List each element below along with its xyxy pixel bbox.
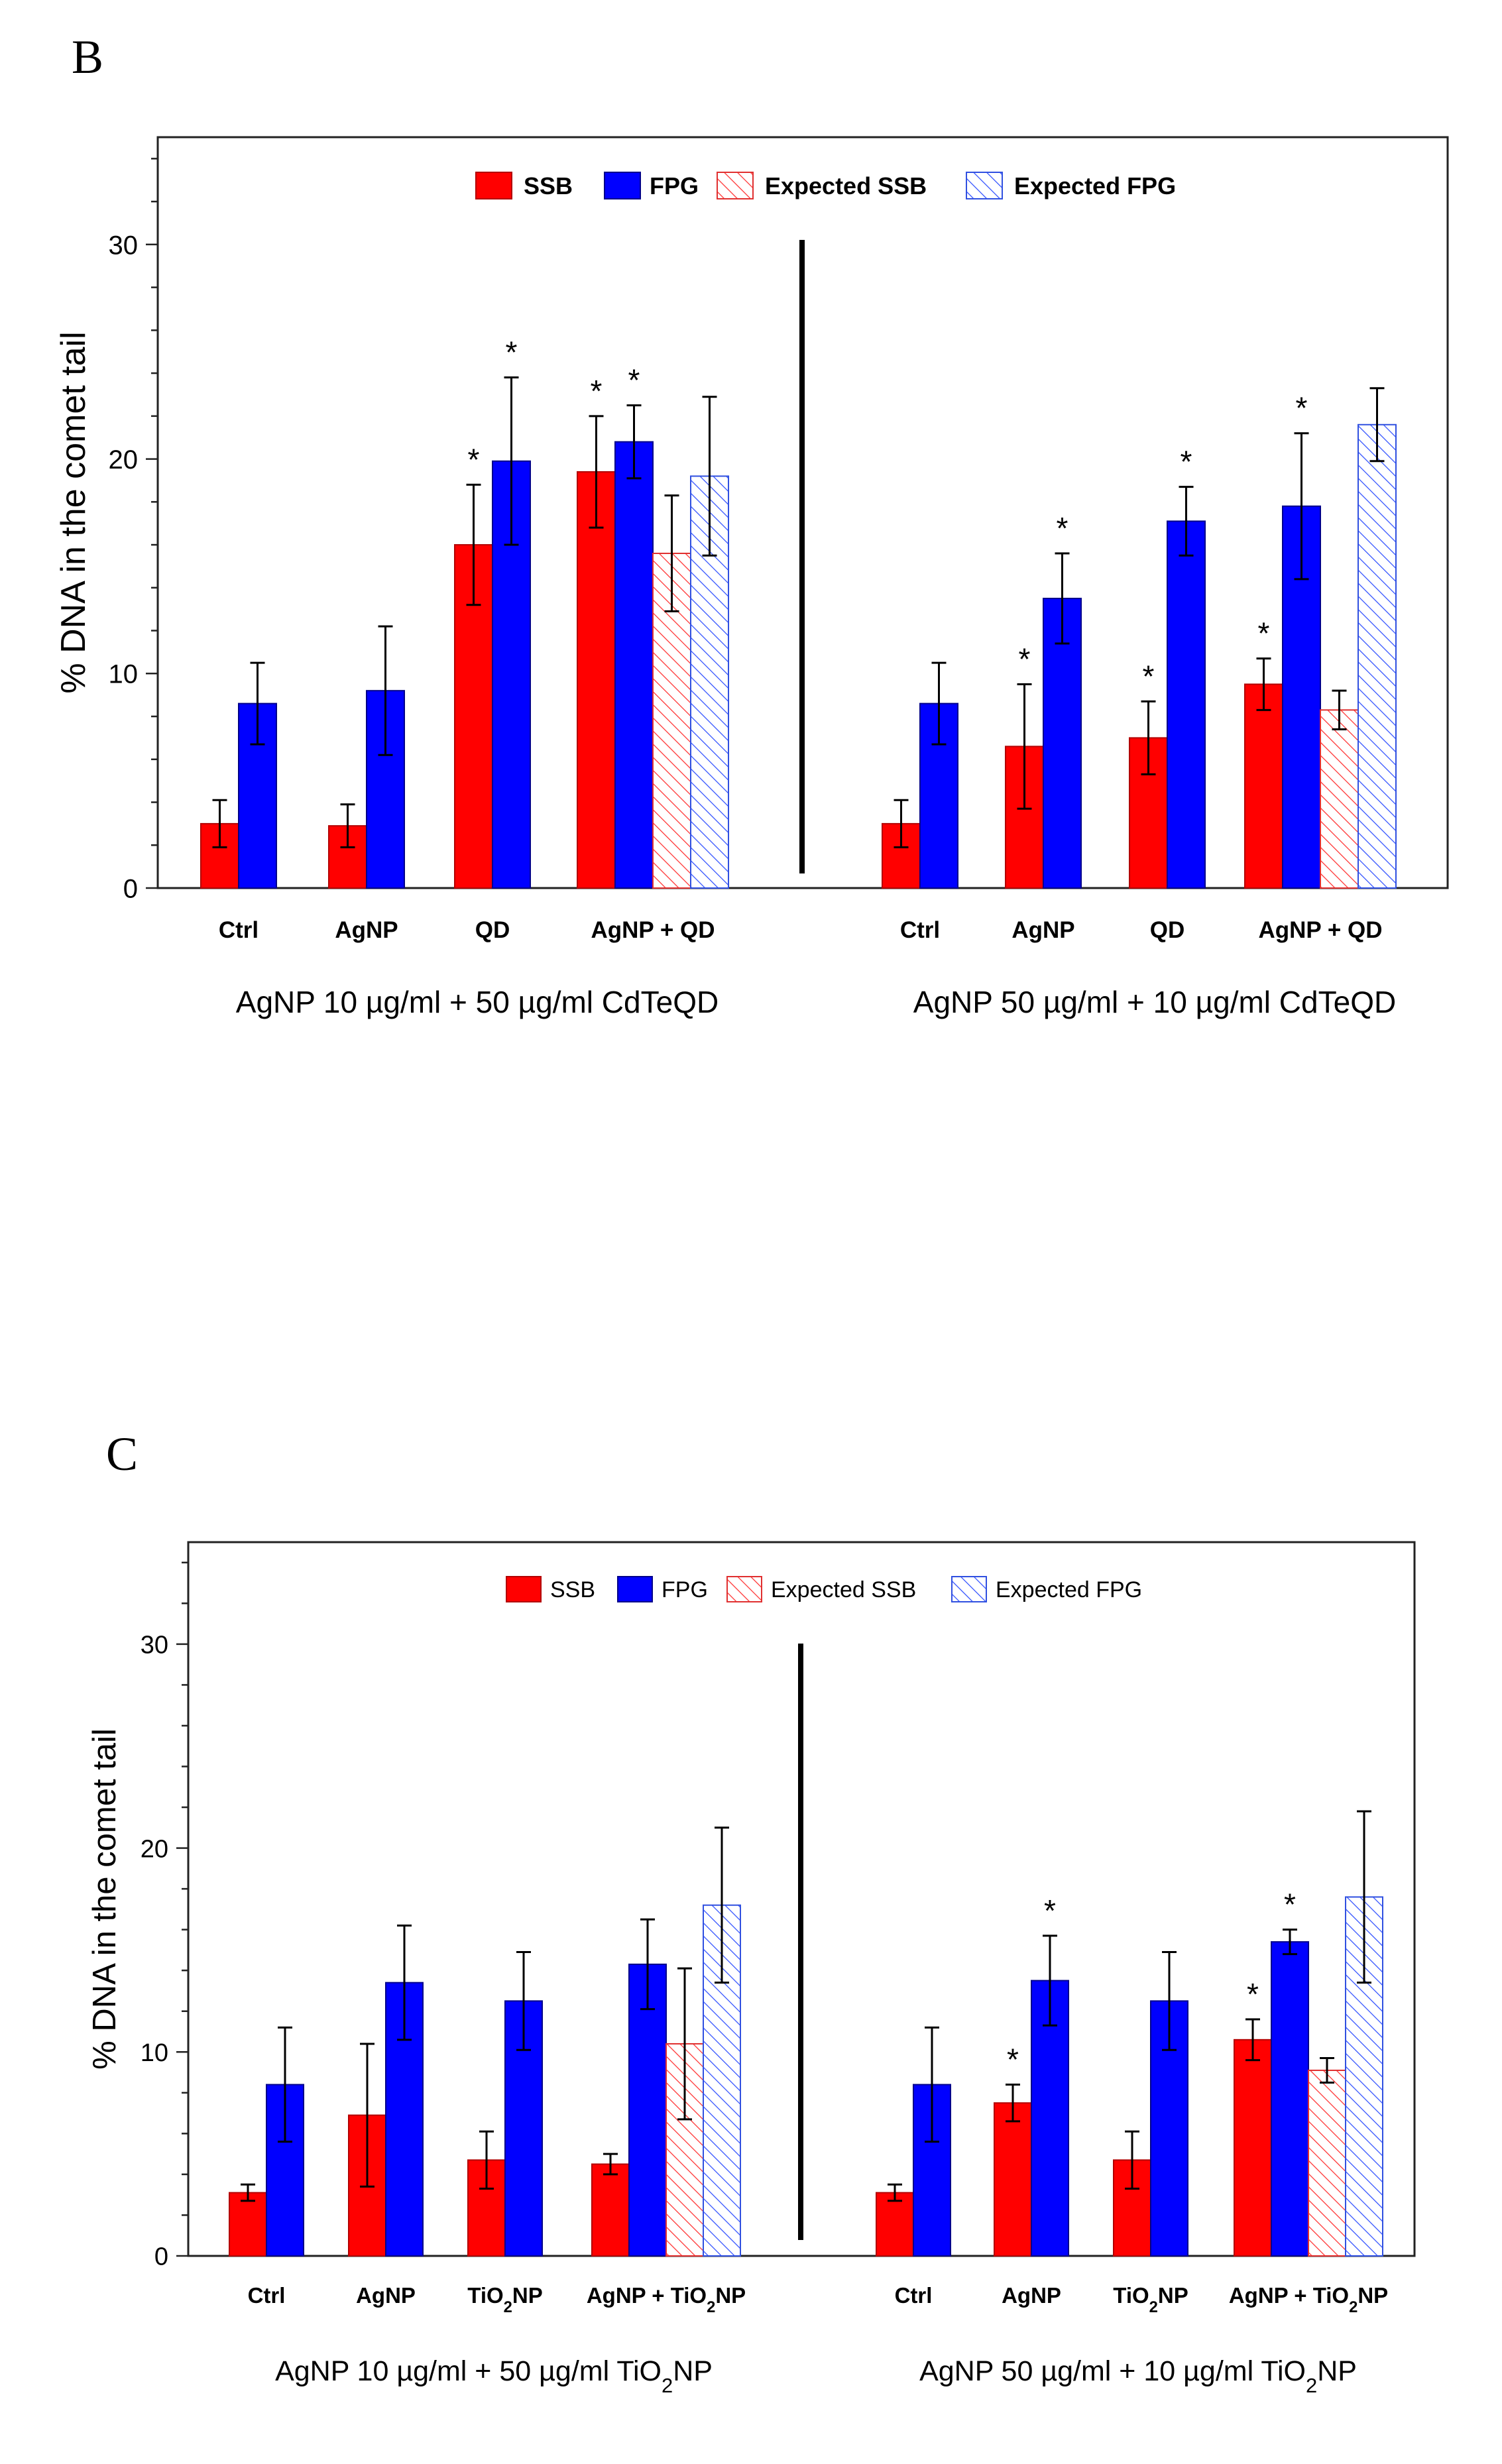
group-label: AgNP 10 µg/ml + 50 µg/ml CdTeQD bbox=[236, 985, 719, 1019]
bar-expected-ssb bbox=[1308, 2069, 1346, 2257]
chart-panel-c: C 0 10 20 30 % DNA in the comet tail SSB FPG Exp… bbox=[87, 1428, 1416, 2397]
bar-ssb bbox=[1244, 683, 1283, 889]
category-label: AgNP + QD bbox=[1258, 917, 1382, 943]
legend-label: SSB bbox=[550, 1577, 595, 1602]
group-label: AgNP 50 µg/ml + 10 µg/ml TiO2NP bbox=[919, 2355, 1357, 2397]
significance-star: * bbox=[1057, 511, 1069, 545]
chart-panel-b: B 0 10 20 30 % DNA in the comet tail SSB FPG Exp… bbox=[54, 30, 1449, 1019]
bar-fpg bbox=[1031, 1980, 1069, 2257]
category-label: Ctrl bbox=[219, 917, 259, 943]
significance-star: * bbox=[1143, 659, 1155, 693]
y-tick-label: 0 bbox=[154, 2243, 168, 2271]
significance-star: * bbox=[1258, 616, 1270, 651]
bar-ssb bbox=[1234, 2039, 1272, 2257]
category-label: Ctrl bbox=[248, 2283, 286, 2308]
bar-ssb bbox=[229, 2192, 267, 2257]
legend-swatch-fpg bbox=[604, 172, 641, 199]
bar-group-2: Ctrl * * AgNP * * QD * * AgNP + QD bbox=[882, 387, 1397, 943]
bar-ssb bbox=[994, 2102, 1032, 2257]
category-label: AgNP bbox=[1011, 917, 1074, 943]
bar-expected-ssb bbox=[1320, 709, 1359, 889]
bar-ssb bbox=[591, 2163, 630, 2257]
legend: SSB FPG Expected SSB Expected FPG bbox=[475, 172, 1176, 199]
significance-star: * bbox=[506, 335, 518, 370]
y-tick-label: 0 bbox=[123, 874, 138, 903]
significance-star: * bbox=[628, 363, 640, 398]
category-label: AgNP bbox=[1002, 2283, 1061, 2308]
legend-label: Expected FPG bbox=[1014, 172, 1176, 199]
legend-label: Expected SSB bbox=[771, 1577, 916, 1602]
y-axis-label: % DNA in the comet tail bbox=[87, 1728, 123, 2070]
y-tick-label: 10 bbox=[141, 2039, 168, 2067]
significance-star: * bbox=[1044, 1893, 1056, 1928]
legend-swatch-ssb bbox=[506, 1576, 542, 1602]
bar-fpg bbox=[1271, 1941, 1309, 2257]
category-label: Ctrl bbox=[895, 2283, 933, 2308]
legend-swatch-expected-ssb bbox=[717, 172, 754, 199]
group-label: AgNP 50 µg/ml + 10 µg/ml CdTeQD bbox=[913, 985, 1396, 1019]
panel-label: B bbox=[72, 30, 103, 84]
legend: SSB FPG Expected SSB Expected FPG bbox=[506, 1576, 1142, 1602]
legend-swatch-expected-fpg bbox=[951, 1576, 987, 1602]
significance-star: * bbox=[1247, 1977, 1259, 2011]
plot-frame bbox=[156, 136, 1449, 889]
category-label: TiO2NP bbox=[1113, 2283, 1188, 2316]
y-tick-label: 30 bbox=[141, 1632, 168, 1659]
y-tick-label: 30 bbox=[109, 231, 139, 260]
significance-star: * bbox=[468, 442, 480, 476]
y-axis-label: % DNA in the comet tail bbox=[54, 331, 93, 693]
bar-fpg bbox=[1167, 520, 1206, 889]
significance-star: * bbox=[1181, 445, 1192, 479]
category-label: AgNP + TiO2NP bbox=[587, 2283, 746, 2316]
legend-swatch-expected-ssb bbox=[726, 1576, 762, 1602]
category-label: AgNP bbox=[335, 917, 398, 943]
bar-group-1: Ctrl AgNP * * QD * * AgNP + QD bbox=[200, 335, 729, 943]
bar-group-1: Ctrl AgNP TiO2NP AgNP + TiO2NP bbox=[229, 1826, 746, 2316]
legend-swatch-fpg bbox=[617, 1576, 653, 1602]
plot-frame bbox=[187, 1541, 1416, 2257]
bar-expected-fpg bbox=[1358, 423, 1397, 889]
bar-fpg bbox=[628, 1963, 667, 2257]
category-label: AgNP bbox=[356, 2283, 416, 2308]
significance-star: * bbox=[591, 374, 603, 408]
legend-swatch-ssb bbox=[475, 172, 512, 199]
legend-label: FPG bbox=[650, 172, 699, 199]
category-label: AgNP + QD bbox=[591, 917, 715, 943]
bar-fpg bbox=[614, 441, 654, 889]
legend-label: Expected SSB bbox=[765, 172, 927, 199]
significance-star: * bbox=[1296, 391, 1308, 425]
significance-star: * bbox=[1284, 1887, 1296, 1922]
legend-label: SSB bbox=[524, 172, 573, 199]
y-tick-label: 10 bbox=[109, 660, 139, 689]
significance-star: * bbox=[1019, 642, 1031, 676]
group-label: AgNP 10 µg/ml + 50 µg/ml TiO2NP bbox=[275, 2355, 713, 2397]
legend-label: FPG bbox=[662, 1577, 708, 1602]
bar-ssb bbox=[876, 2192, 914, 2257]
bar-expected-fpg bbox=[1345, 1896, 1383, 2257]
category-label: QD bbox=[1150, 917, 1185, 943]
category-label: Ctrl bbox=[900, 917, 940, 943]
category-label: TiO2NP bbox=[467, 2283, 542, 2316]
category-label: AgNP + TiO2NP bbox=[1229, 2283, 1388, 2316]
y-tick-label: 20 bbox=[141, 1835, 168, 1863]
category-label: QD bbox=[475, 917, 510, 943]
significance-star: * bbox=[1007, 2043, 1019, 2077]
legend-swatch-expected-fpg bbox=[966, 172, 1003, 199]
panel-label: C bbox=[106, 1428, 138, 1481]
legend-label: Expected FPG bbox=[996, 1577, 1142, 1602]
bar-group-2: Ctrl * * AgNP TiO2NP * * AgNP + TiO2NP bbox=[876, 1810, 1388, 2316]
bar-ssb bbox=[577, 471, 616, 889]
y-tick-label: 20 bbox=[109, 445, 139, 475]
